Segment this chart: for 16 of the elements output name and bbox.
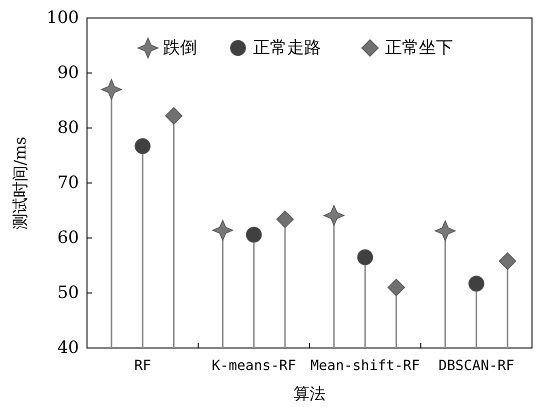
y-tick-label: 40: [57, 338, 79, 358]
y-tick-label: 60: [57, 228, 79, 248]
x-tick-label: Mean-shift-RF: [310, 358, 420, 374]
y-tick-label: 80: [57, 118, 79, 138]
y-tick-label: 90: [57, 63, 79, 83]
y-tick-label: 50: [57, 283, 79, 303]
x-tick-label: RF: [134, 358, 152, 374]
y-tick-label: 70: [57, 173, 79, 193]
y-tick-label: 100: [46, 8, 79, 28]
legend-label: 正常走路: [253, 38, 321, 58]
legend-label: 正常坐下: [385, 38, 453, 58]
x-tick-label: DBSCAN-RF: [438, 358, 514, 374]
legend-label: 跌倒: [163, 38, 197, 58]
x-tick-label: K-means-RF: [212, 358, 296, 374]
x-axis-title: 算法: [294, 384, 326, 403]
y-axis-title: 测试时间/ms: [10, 136, 30, 230]
